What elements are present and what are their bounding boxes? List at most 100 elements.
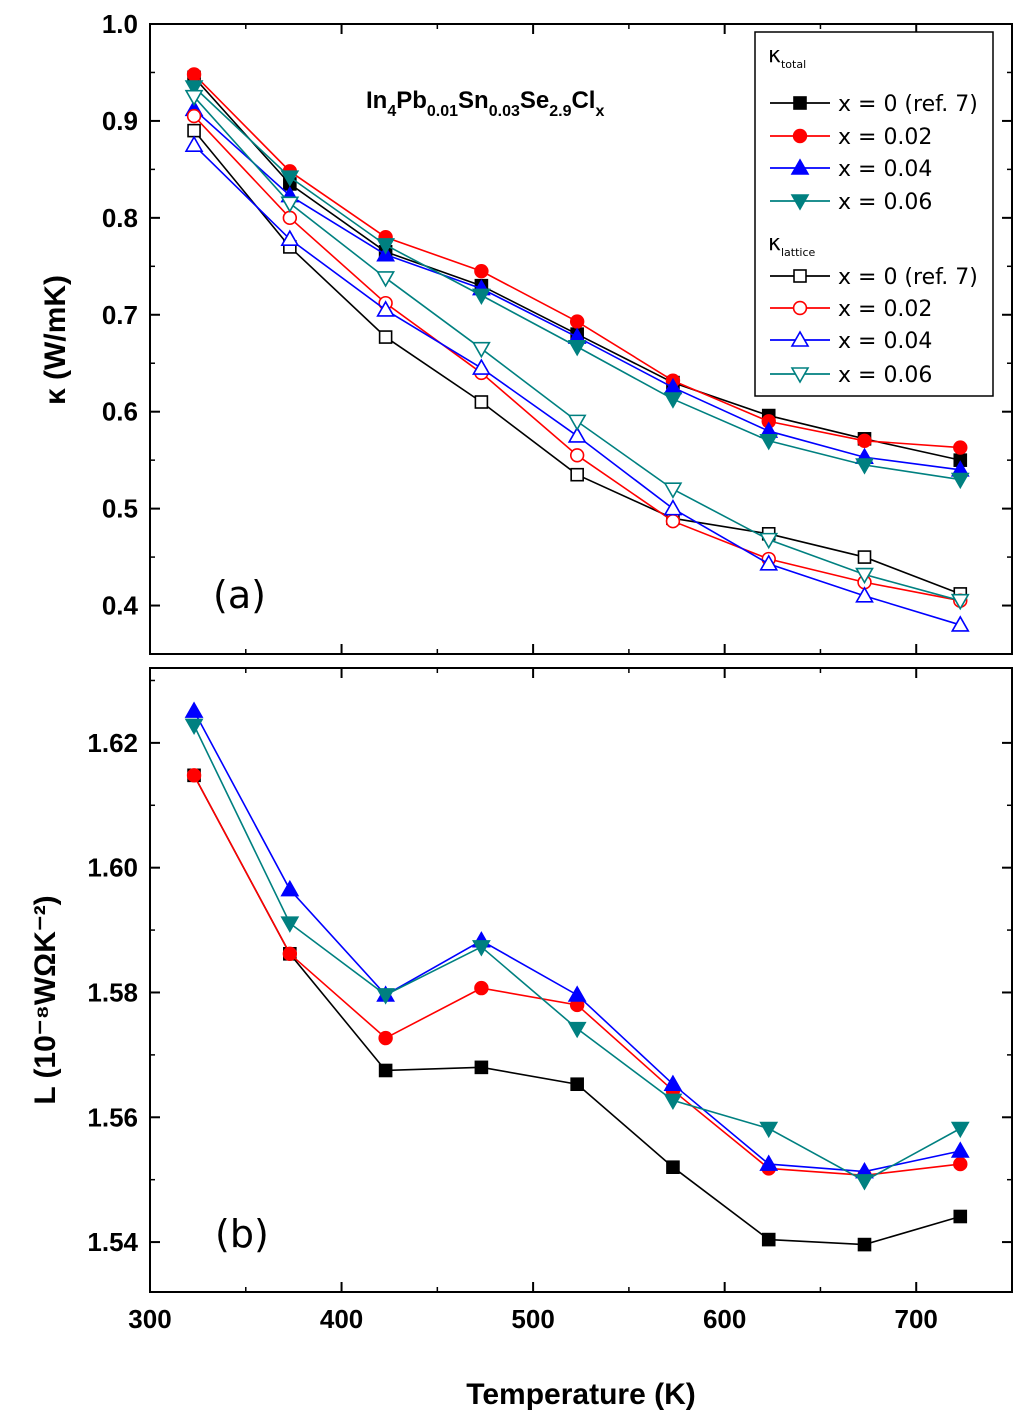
panel-b-series-1-point xyxy=(474,980,489,996)
panel-a-series-4-point xyxy=(474,395,489,409)
panel-a-series-3-point xyxy=(567,339,587,357)
panel-a-y-tick-label: 0.6 xyxy=(102,397,138,427)
legend-label-5: x = 0.02 xyxy=(838,297,932,322)
panel-a-y-tick-label: 0.7 xyxy=(102,300,138,330)
x-tick-label-600: 600 xyxy=(703,1304,746,1334)
panel-a-series-5-point xyxy=(186,108,202,124)
legend: κtotal x = 0 (ref. 7) x = 0.02 x = 0.04 x = … xyxy=(754,31,994,397)
panel-b-axes: 300 400 500 600 700 1.54 1.56 1.58 1.60 1.62 xyxy=(87,668,1012,1334)
panel-a-series-6-point xyxy=(567,426,587,443)
panel-a-series-6-point xyxy=(184,135,204,152)
panel-a: 0.4 0.5 0.6 0.7 0.8 0.9 1.0 (a) κ (W/mK) In4Pb… xyxy=(39,9,1013,655)
panel-a-series-5-point xyxy=(282,210,298,226)
panel-b-series-1-point xyxy=(953,1156,968,1172)
legend-label-4: x = 0 (ref. 7) xyxy=(838,265,978,290)
panel-a-y-axis-title: κ (W/mK) xyxy=(39,275,72,405)
panel-a-series-7-point xyxy=(663,482,683,499)
panel-a-series-6-point xyxy=(855,586,874,603)
panel-a-series-6-point xyxy=(280,229,300,246)
legend-swatch-marker-2 xyxy=(790,158,810,175)
panel-a-series-1-point xyxy=(953,440,968,455)
panel-b-series-0-point xyxy=(570,1077,584,1092)
panel-b-series-2-point xyxy=(759,1154,779,1171)
legend-label-7: x = 0.06 xyxy=(838,363,932,388)
panel-b-series-3-point xyxy=(567,1021,587,1039)
panel-b-label: (b) xyxy=(215,1212,269,1256)
panel-a-series-6-point xyxy=(663,499,683,516)
panel-b-series-2-point xyxy=(184,701,204,718)
panel-a-series-7-point xyxy=(376,271,395,288)
composition-formula: In4Pb0.01Sn0.03Se2.9Clx xyxy=(366,87,604,120)
legend-label-3: x = 0.06 xyxy=(838,190,932,215)
panel-a-series-5-point xyxy=(569,448,585,463)
panel-a-series-6-point xyxy=(376,300,395,317)
panel-a-series-4-point xyxy=(378,330,393,344)
legend-items: κtotal x = 0 (ref. 7) x = 0.02 x = 0.04 x = … xyxy=(768,43,978,388)
panel-a-series-7-point xyxy=(280,196,300,213)
panel-a-series-4-point xyxy=(857,550,872,564)
legend-label-6: x = 0.04 xyxy=(838,329,932,354)
panel-a-series-3-point xyxy=(376,238,395,255)
panel-b-series-3-point xyxy=(950,1121,970,1139)
panel-a-series-1-point xyxy=(186,67,202,82)
panel-a-y-tick-label: 1.0 xyxy=(102,9,138,39)
panel-b-y-tick-label: 1.62 xyxy=(87,728,138,758)
panel-a-series-7-point xyxy=(472,341,491,359)
panel-a-series-3-point xyxy=(759,433,779,451)
panel-b-series-0-point xyxy=(666,1160,680,1174)
legend-swatch-marker-7 xyxy=(790,367,810,384)
panel-a-series-6-point xyxy=(950,615,970,632)
panel-a-y-tick-label: 0.9 xyxy=(102,106,138,136)
panel-b-y-axis-title: L (10⁻⁸WΩK⁻²) xyxy=(29,895,62,1104)
legend-swatch-marker-4 xyxy=(793,269,807,283)
panel-b-series-2-point xyxy=(663,1074,683,1092)
panel-b-y-tick-label: 1.56 xyxy=(87,1102,138,1132)
panel-a-series-3-point xyxy=(855,458,874,475)
legend-swatch-marker-5 xyxy=(792,300,808,316)
legend-group-title-0: κtotal xyxy=(768,43,806,71)
legend-label-0: x = 0 (ref. 7) xyxy=(838,92,978,117)
panel-b-series-0-point xyxy=(378,1063,393,1078)
panel-a-series-3-point xyxy=(950,472,970,490)
x-tick-label-300: 300 xyxy=(128,1304,171,1334)
panel-b-series-2-point xyxy=(280,879,300,897)
panel-a-series-3-point xyxy=(663,392,683,409)
panel-a-series-7-point xyxy=(950,593,970,611)
panel-a-series-3-point xyxy=(472,288,491,305)
legend-group-title-1: κlattice xyxy=(768,231,815,259)
panel-a-series-3-point xyxy=(184,80,204,97)
panel-b-y-tick-label: 1.60 xyxy=(87,853,138,883)
panel-b-series-2-point xyxy=(567,985,587,1002)
panel-b-y-tick-label: 1.54 xyxy=(87,1227,138,1257)
legend-label-2: x = 0.04 xyxy=(838,157,932,182)
panel-a-series xyxy=(184,67,970,632)
x-axis-title: Temperature (K) xyxy=(466,1378,695,1411)
x-tick-label-500: 500 xyxy=(511,1304,554,1334)
panel-a-series-5-point xyxy=(665,514,681,529)
panel-a-series-7-point xyxy=(855,567,874,585)
x-tick-label-700: 700 xyxy=(895,1304,938,1334)
panel-a-series-4-point xyxy=(570,467,584,482)
panel-a-y-tick-label: 0.4 xyxy=(102,591,139,621)
panel-b-series-0-point xyxy=(474,1060,489,1075)
panel-a-series-3-point xyxy=(280,170,300,187)
panel-a-series-1-point xyxy=(474,263,489,279)
legend-swatch-marker-0 xyxy=(793,96,807,110)
panel-a-series-1-point xyxy=(569,314,585,329)
panel-a-series-4-point xyxy=(187,123,201,138)
panel-b-series-0-point xyxy=(761,1232,776,1247)
panel-a-frame xyxy=(149,23,1013,655)
panel-b-y-tick-label: 1.58 xyxy=(87,977,138,1007)
panel-b-frame xyxy=(149,667,1013,1293)
legend-label-1: x = 0.02 xyxy=(838,125,932,150)
panel-a-series-6-point xyxy=(472,358,491,375)
panel-b-series-3-point xyxy=(663,1093,683,1111)
panel-b-series-3-point xyxy=(280,916,300,933)
panel-b-series-3-point xyxy=(472,940,491,957)
panel-b-series xyxy=(184,701,970,1252)
legend-swatch-marker-6 xyxy=(790,330,810,347)
panel-b-series-3-point xyxy=(855,1174,874,1191)
panel-b-series-1-point xyxy=(378,1030,393,1046)
